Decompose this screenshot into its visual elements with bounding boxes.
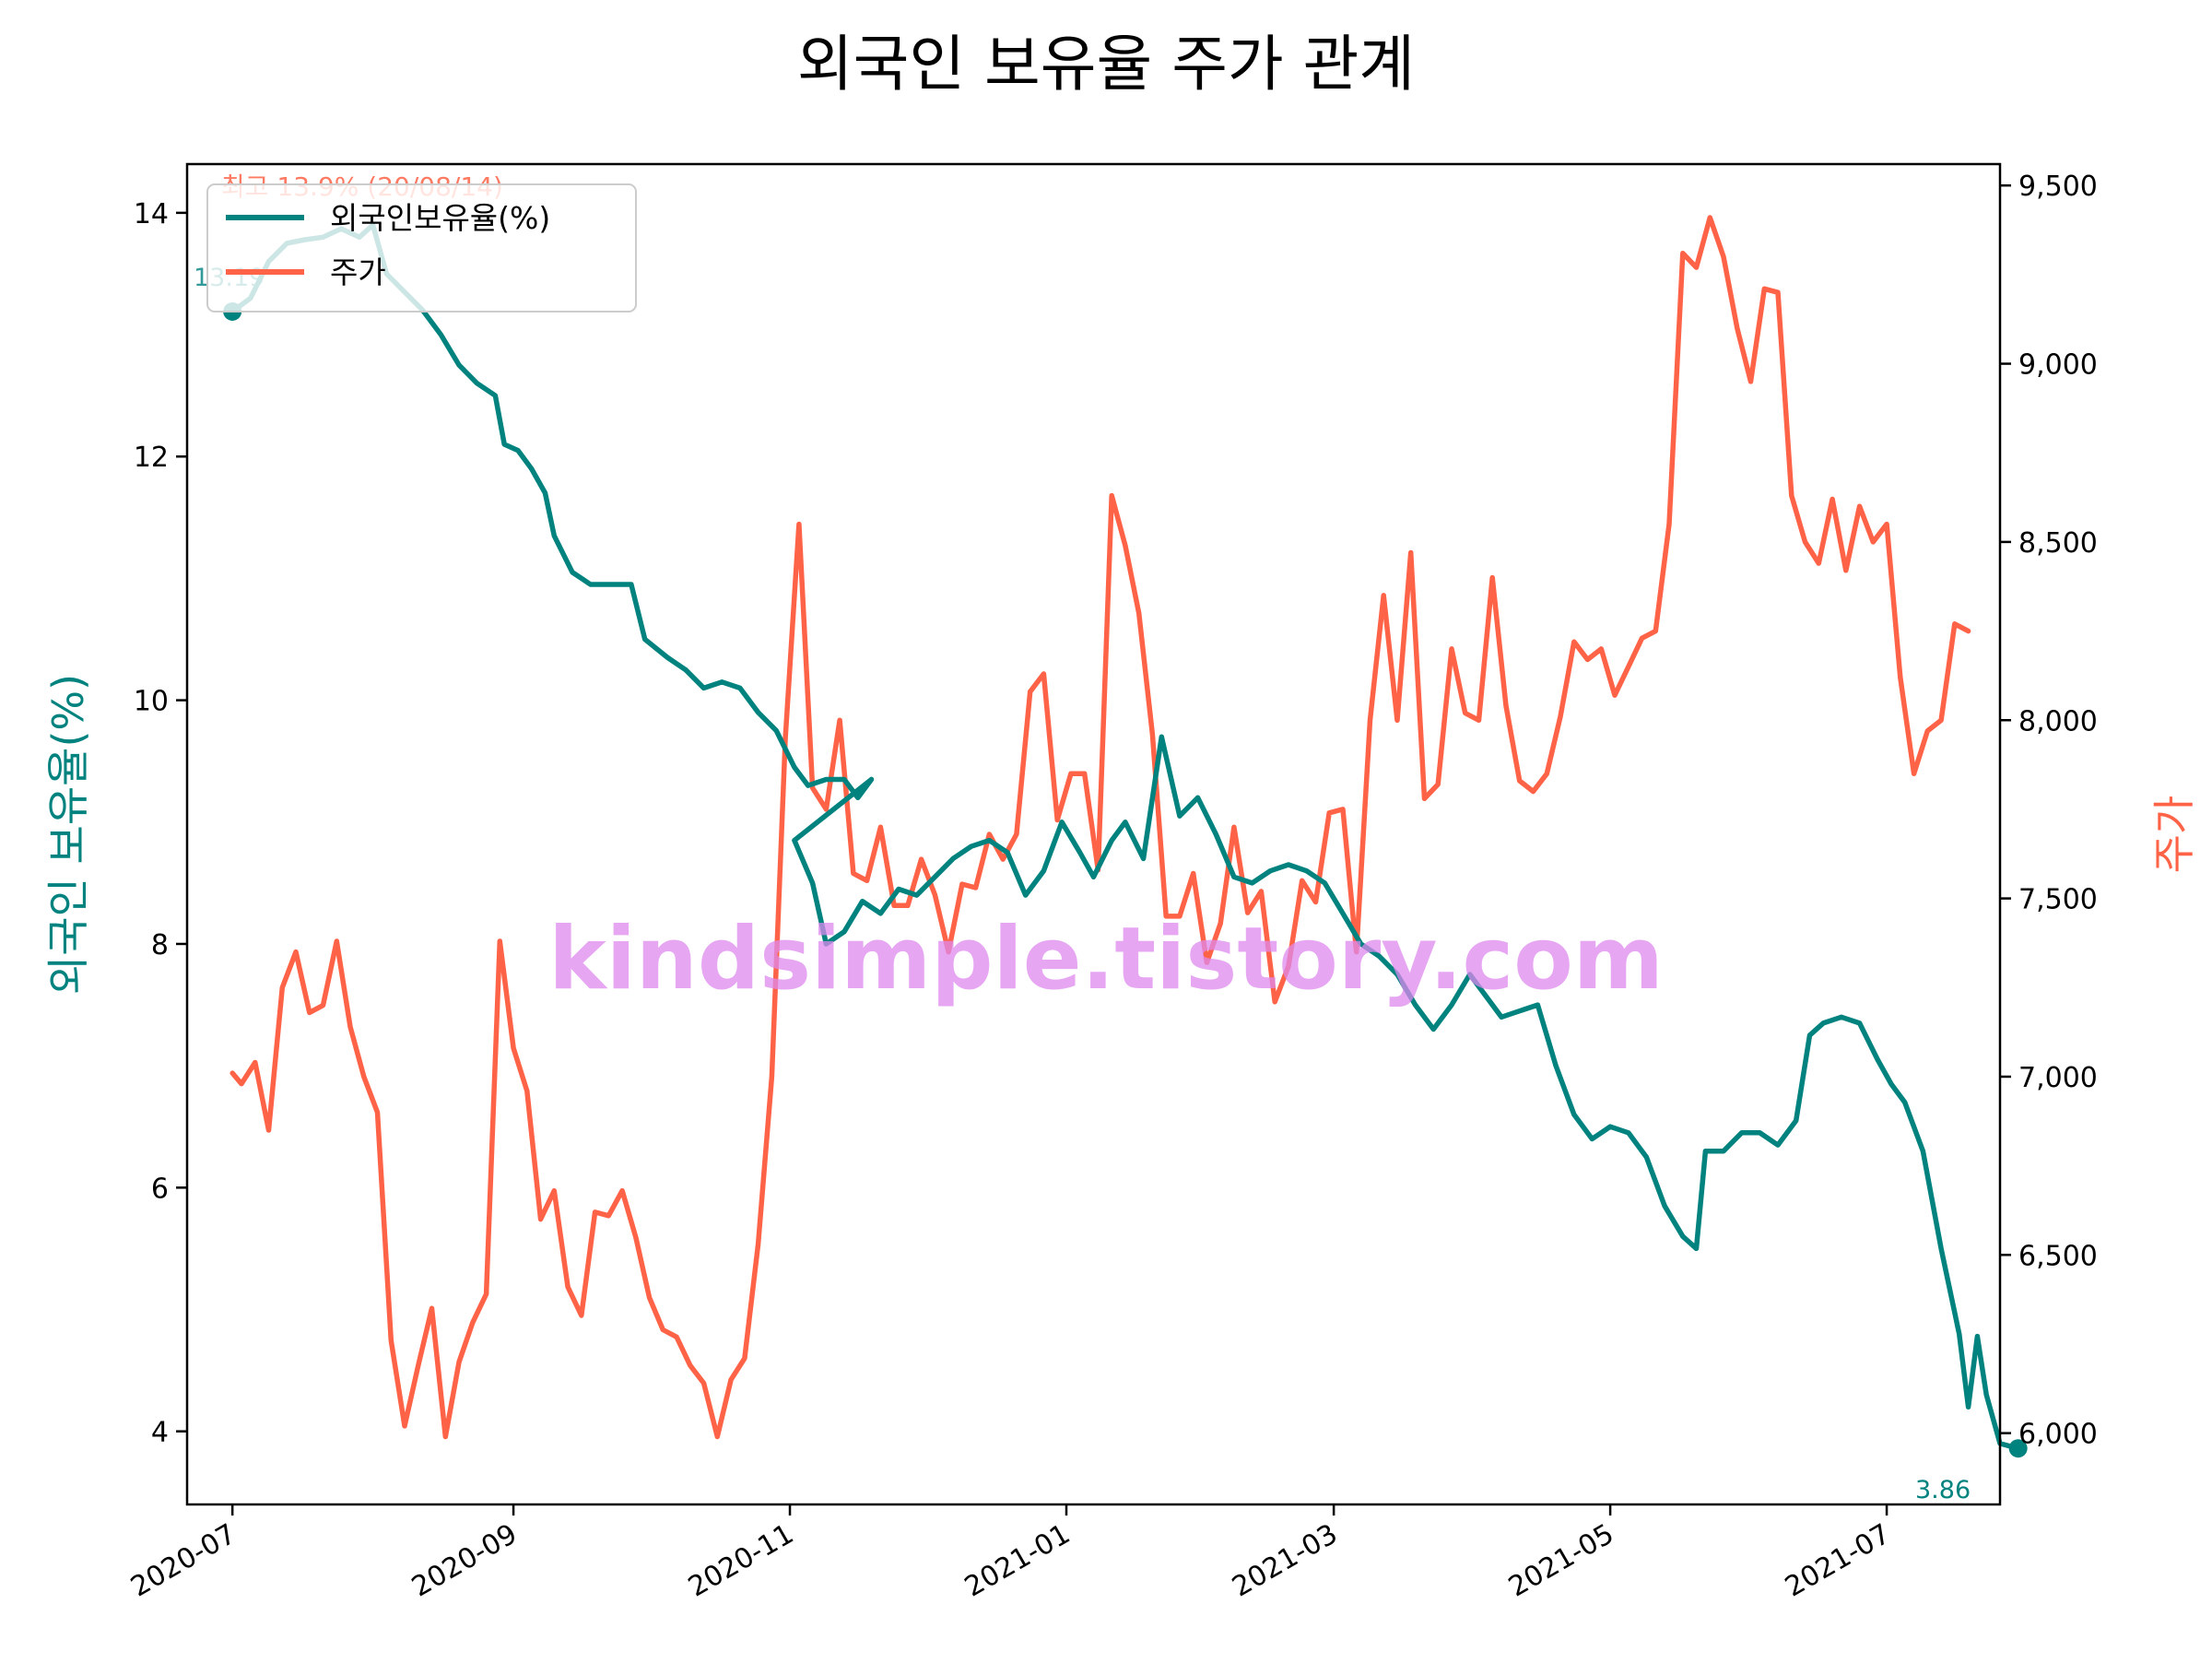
- y-right-tick-label: 8,000: [2018, 705, 2098, 737]
- legend-label-holding: 외국인보유율(%): [330, 200, 550, 236]
- watermark: kindsimple.tistory.com: [548, 909, 1664, 1009]
- y-left-axis: 4 6 8 10 12 14: [134, 198, 187, 1449]
- y-right-tick-label: 7,000: [2018, 1062, 2098, 1094]
- y-right-tick-label: 6,000: [2018, 1419, 2098, 1451]
- end-value-label: 3.86: [1915, 1476, 1971, 1504]
- y-left-tick-label: 14: [134, 198, 169, 230]
- legend: 외국인보유율(%) 주가: [206, 183, 637, 313]
- y-right-axis: 6,000 6,500 7,000 7,500 8,000 8,500 9,000 9,500: [2000, 171, 2098, 1451]
- legend-box: [206, 183, 637, 313]
- y-left-axis-label: 외국인 보유율(%): [43, 674, 93, 995]
- y-left-tick-label: 12: [134, 442, 169, 474]
- y-right-tick-label: 9,500: [2018, 171, 2098, 203]
- y-left-tick-label: 6: [151, 1173, 169, 1205]
- y-left-tick-label: 8: [151, 929, 169, 961]
- y-right-tick-label: 6,500: [2018, 1240, 2098, 1272]
- chart-title: 외국인 보유율 주가 관계: [797, 29, 1415, 100]
- y-right-tick-label: 9,000: [2018, 349, 2098, 382]
- series-line-holding-ratio: [229, 222, 2021, 1451]
- y-left-tick-label: 10: [134, 686, 169, 718]
- y-right-tick-label: 8,500: [2018, 527, 2098, 560]
- y-left-tick-label: 4: [151, 1417, 169, 1449]
- y-right-tick-label: 7,500: [2018, 884, 2098, 916]
- end-point-marker: [2008, 1439, 2028, 1458]
- y-right-axis-label: 주가: [2149, 796, 2199, 874]
- legend-label-price: 주가: [330, 254, 386, 290]
- plot-area-frame: [185, 162, 2002, 1506]
